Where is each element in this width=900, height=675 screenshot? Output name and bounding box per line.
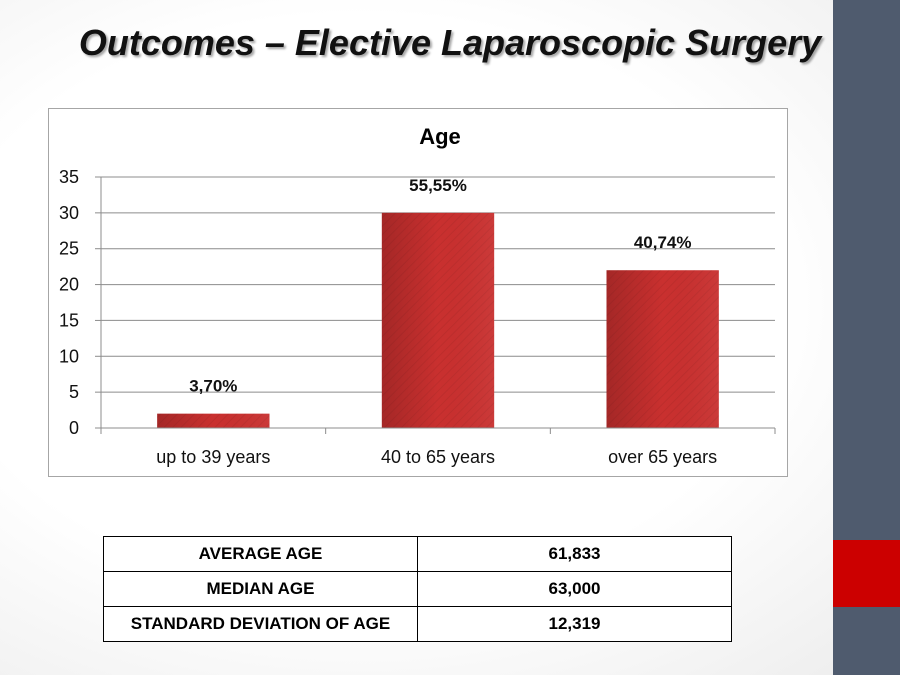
y-tick-label: 0 [69, 418, 79, 438]
stat-label-cell: MEDIAN AGE [103, 571, 418, 607]
stat-label-cell: STANDARD DEVIATION OF AGE [103, 606, 418, 642]
category-label: over 65 years [608, 447, 717, 467]
chart-title: Age [419, 124, 461, 149]
bar-texture [381, 212, 495, 428]
stat-value-cell: 12,319 [417, 606, 732, 642]
y-tick-label: 15 [59, 310, 79, 330]
bar-texture [157, 413, 270, 428]
y-tick-label: 20 [59, 275, 79, 295]
data-label: 40,74% [634, 233, 692, 252]
stat-label-cell: AVERAGE AGE [103, 536, 418, 572]
y-tick-label: 35 [59, 167, 79, 187]
age-chart-svg: Age 0 5 10 15 20 25 30 35 3,70% up to 39 years 55… [59, 124, 776, 467]
stat-value-cell: 61,833 [417, 536, 732, 572]
slide-title: Outcomes – Elective Laparoscopic Surgery [78, 22, 822, 63]
y-tick-label: 25 [59, 239, 79, 259]
table-row: MEDIAN AGE 63,000 [103, 571, 732, 607]
sidebar-accent-block [833, 540, 900, 607]
bar-texture [606, 270, 719, 428]
y-tick-label: 30 [59, 203, 79, 223]
y-tick-label: 5 [69, 382, 79, 402]
category-label: up to 39 years [156, 447, 270, 467]
age-statistics-table: AVERAGE AGE 61,833 MEDIAN AGE 63,000 STANDAR… [103, 536, 732, 642]
axis-layer: 0 5 10 15 20 25 30 35 [59, 167, 776, 438]
table-row: STANDARD DEVIATION OF AGE 12,319 [103, 606, 732, 642]
data-label: 3,70% [189, 377, 237, 396]
age-chart: Age 0 5 10 15 20 25 30 35 3,70% up to 39 years 55… [48, 108, 788, 477]
table-row: AVERAGE AGE 61,833 [103, 536, 732, 572]
stat-value-cell: 63,000 [417, 571, 732, 607]
data-label: 55,55% [409, 176, 467, 195]
category-label: 40 to 65 years [381, 447, 495, 467]
y-tick-label: 10 [59, 346, 79, 366]
sidebar-panel [833, 0, 900, 675]
label-layer: 3,70% up to 39 years 55,55% 40 to 65 years 4… [156, 176, 717, 467]
bar-layer [157, 212, 719, 428]
